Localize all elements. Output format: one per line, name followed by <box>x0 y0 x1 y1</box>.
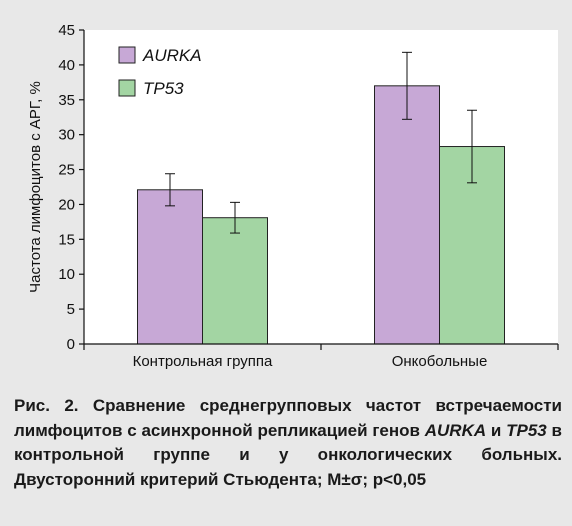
y-tick-label: 0 <box>67 336 75 353</box>
y-tick-label: 10 <box>58 266 75 283</box>
y-tick-label: 45 <box>58 22 75 39</box>
legend-swatch-aurka <box>118 46 136 64</box>
figure-caption: Рис. 2. Сравнение среднегрупповых частот… <box>14 394 562 492</box>
y-tick-label: 40 <box>58 57 75 74</box>
error-bars <box>165 51 477 234</box>
legend-label-tp53: TP53 <box>143 79 184 98</box>
y-tick-label: 25 <box>58 162 75 179</box>
y-tick-label: 20 <box>58 196 75 213</box>
bar-aurka-1 <box>374 85 440 345</box>
bar-aurka-0 <box>137 189 203 345</box>
legend-swatch-tp53 <box>118 79 136 97</box>
y-tick-label: 30 <box>58 127 75 144</box>
caption-gene-tp53: TP53 <box>506 420 547 440</box>
caption-prefix: Рис. 2. Сравнение среднегрупповых частот… <box>14 396 562 440</box>
y-axis-label: Частота лимфоцитов с АРГ, % <box>27 81 44 293</box>
bars <box>137 85 505 345</box>
chart: Частота лимфоцитов с АРГ, % 0 5 10 15 20 25 30… <box>27 22 559 370</box>
x-category-label: Онкобольные <box>392 353 488 370</box>
y-tick-label: 15 <box>58 231 75 248</box>
legend-label-aurka: AURKA <box>142 46 202 65</box>
y-tick-label: 5 <box>67 301 75 318</box>
y-tick-label: 35 <box>58 92 75 109</box>
caption-suffix: в контрольной группе и у онкологических … <box>14 420 562 489</box>
x-category-label: Контрольная группа <box>133 353 273 370</box>
caption-gene-aurka: AURKA <box>424 420 487 440</box>
legend: AURKA TP53 <box>118 46 202 98</box>
y-axis: 0 5 10 15 20 25 30 35 40 45 <box>58 22 84 353</box>
x-axis: Контрольная группа Онкобольные <box>83 344 559 370</box>
bar-tp53-0 <box>202 217 268 345</box>
caption-mid: и <box>486 420 507 440</box>
